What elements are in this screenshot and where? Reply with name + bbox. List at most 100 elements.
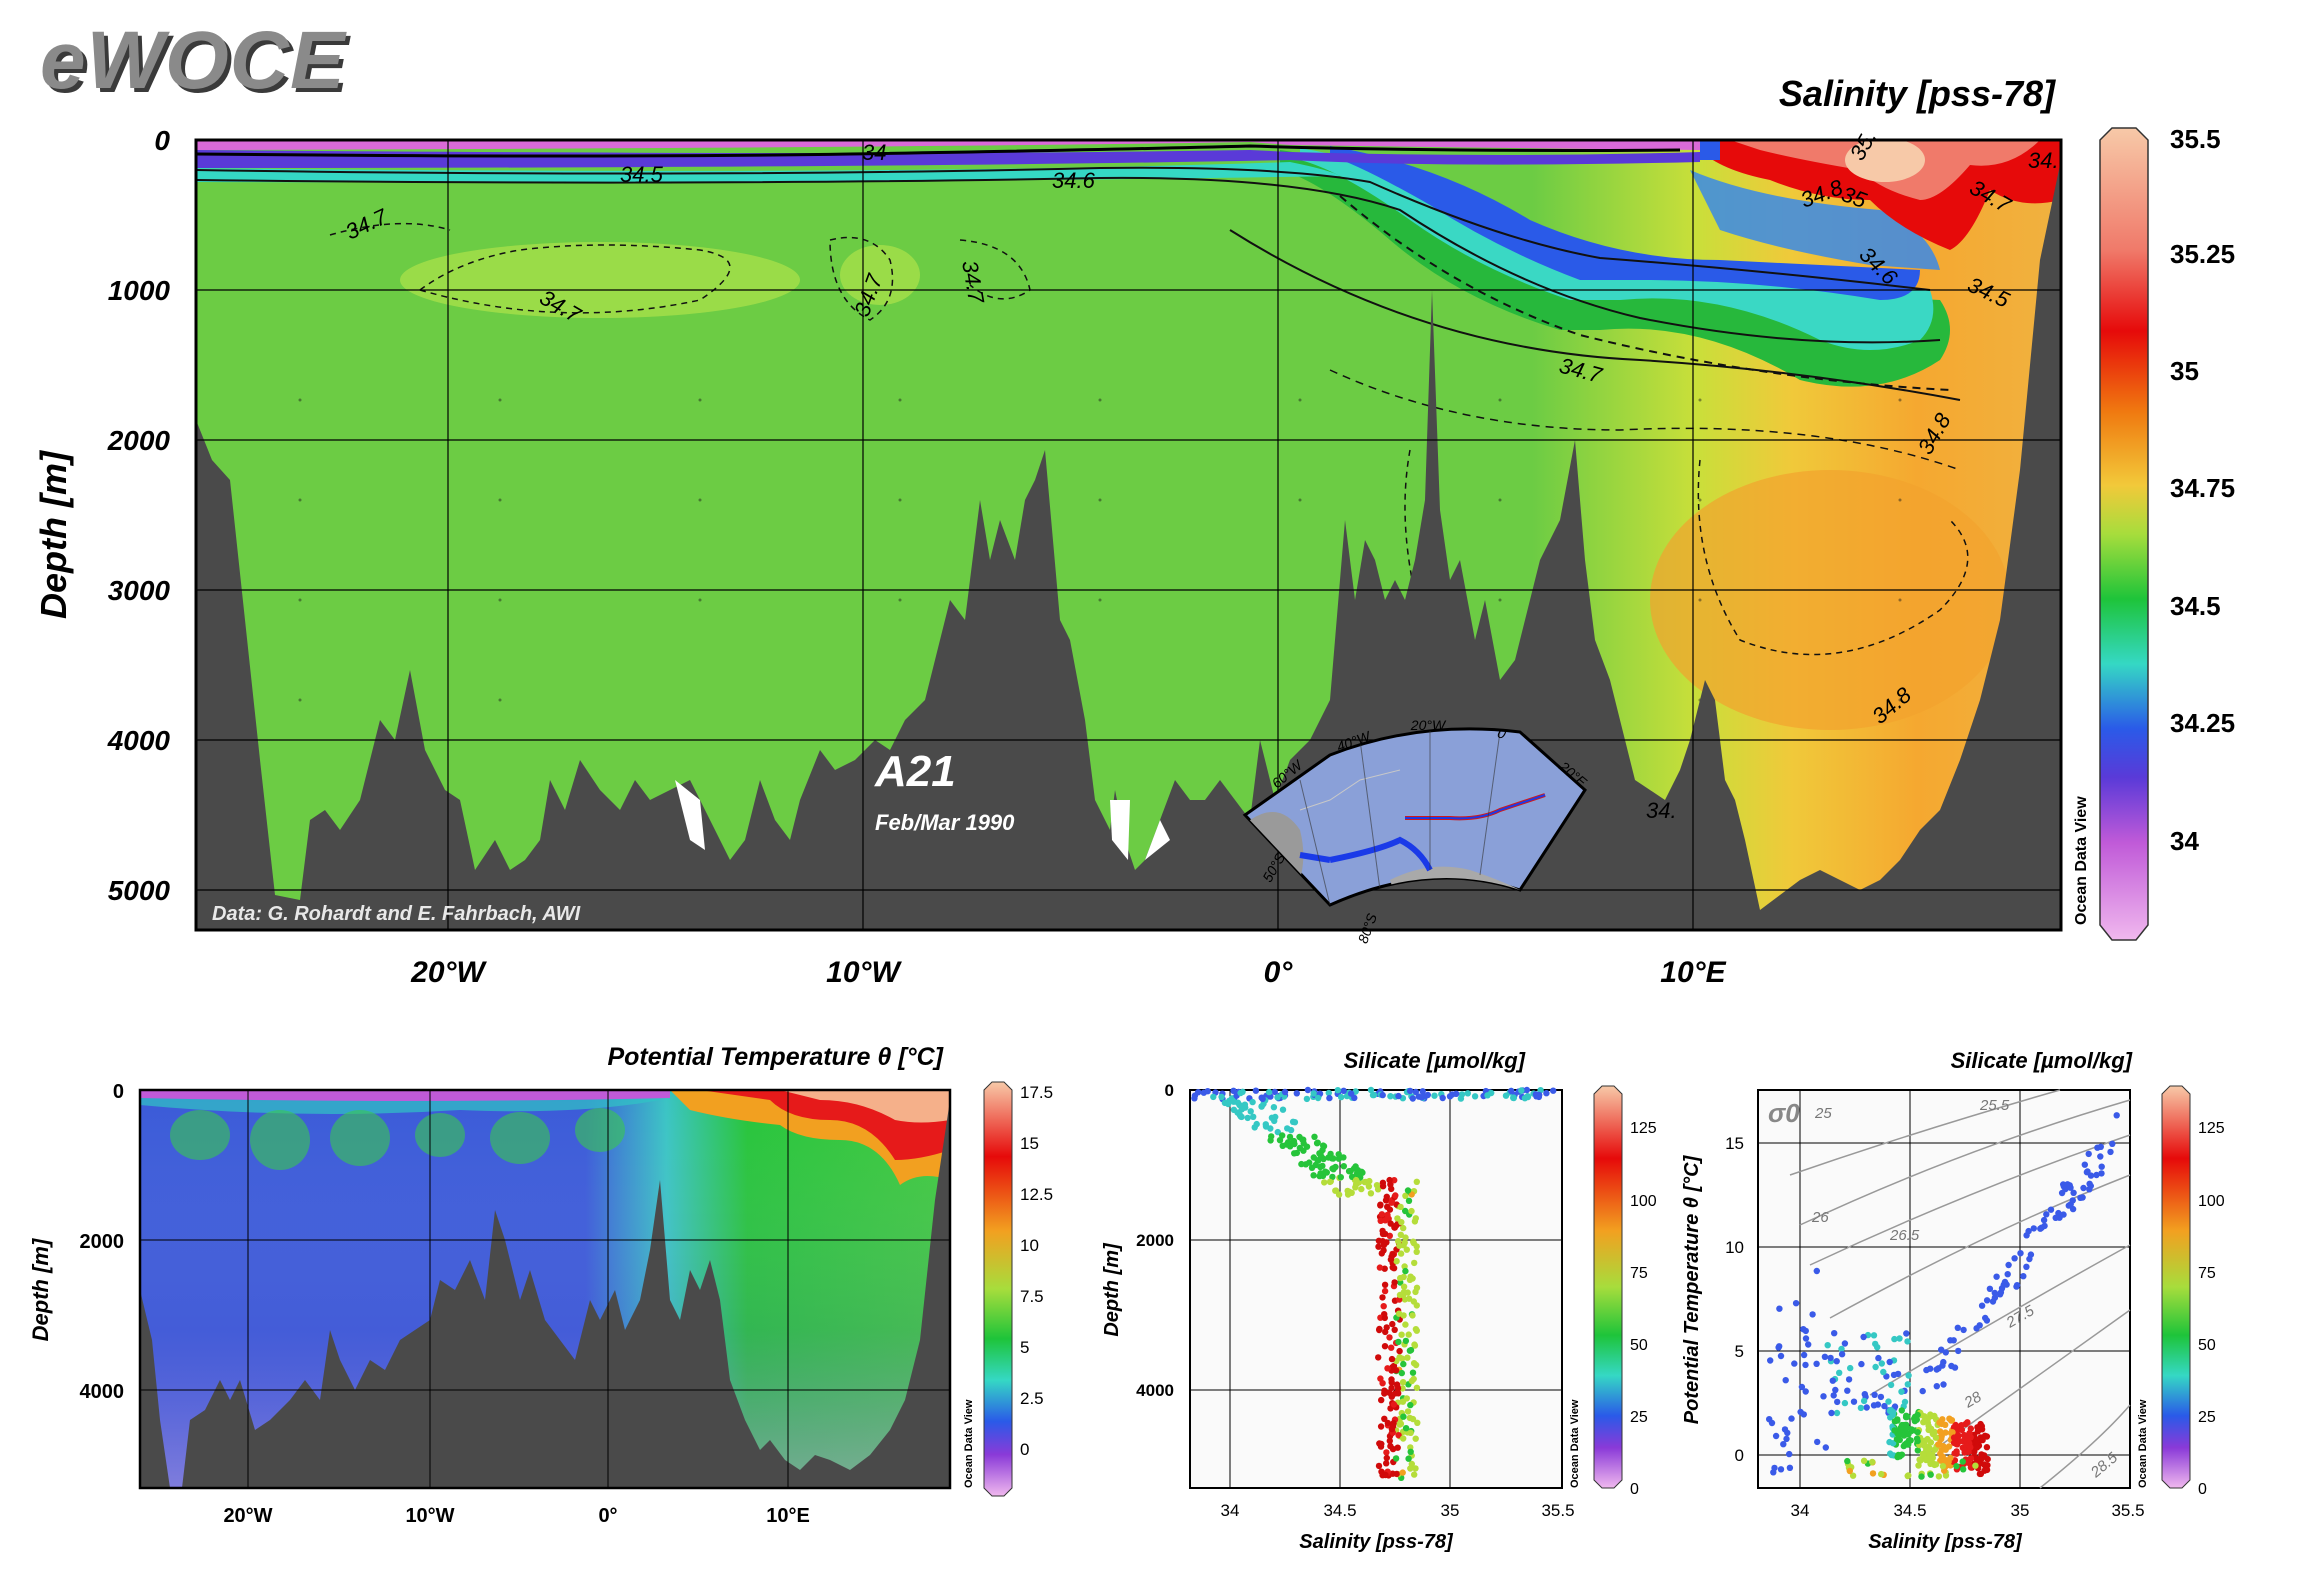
scatter-point	[1936, 1419, 1943, 1426]
scatter-point	[1956, 1438, 1963, 1445]
scatter-point	[1978, 1451, 1985, 1458]
scatter-point	[1937, 1428, 1944, 1435]
salinity-title: Salinity [pss-78]	[1779, 73, 2056, 114]
scatter-point	[1388, 1344, 1395, 1351]
scatter-point	[1857, 1404, 1865, 1412]
scatter-point	[1894, 1417, 1901, 1424]
scatter-point	[1947, 1337, 1954, 1344]
scatter-point	[1947, 1429, 1955, 1437]
scatter-point	[1786, 1464, 1794, 1472]
scatter-point	[1392, 1222, 1400, 1229]
scatter-point	[1387, 1093, 1394, 1100]
scatter-point	[1230, 1087, 1237, 1095]
scatter-point	[1406, 1276, 1414, 1284]
scatter-point	[1772, 1432, 1780, 1440]
scatter-point	[1407, 1346, 1415, 1354]
scatter-point	[2081, 1161, 2088, 1168]
scatter-point	[1844, 1457, 1851, 1465]
scatter-point	[1236, 1112, 1244, 1119]
scatter-point	[1904, 1338, 1911, 1345]
scatter-point	[1409, 1415, 1417, 1423]
sal-depth-title: Silicate [µmol/kg]	[1344, 1048, 1526, 1073]
scatter-point	[1383, 1454, 1391, 1462]
scatter-point	[1983, 1444, 1991, 1451]
scatter-point	[1290, 1137, 1298, 1145]
scatter-point	[1880, 1368, 1887, 1376]
salinity-ylabel: Depth [m]	[33, 450, 74, 619]
temperature-yticks: 0 2000 4000	[80, 1081, 125, 1403]
scatter-point	[1524, 1093, 1532, 1101]
scatter-point	[1550, 1087, 1557, 1094]
colorbar-tick: 25	[1630, 1409, 1648, 1426]
scatter-point	[1391, 1326, 1398, 1334]
sal-depth-xlabel: Salinity [pss-78]	[1299, 1531, 1454, 1553]
scatter-point	[1274, 1094, 1281, 1101]
xtick-label: 0°	[1264, 956, 1294, 989]
scatter-point	[1413, 1178, 1421, 1186]
scatter-point	[2017, 1250, 2024, 1257]
scatter-point	[1946, 1415, 1953, 1422]
xtick-label: 35.5	[2111, 1501, 2144, 1520]
colorbar-tick: 35.25	[2170, 239, 2235, 269]
scatter-point	[1347, 1090, 1355, 1097]
scatter-point	[1411, 1471, 1418, 1478]
scatter-point	[1210, 1093, 1217, 1101]
colorbar-tick: 50	[1630, 1337, 1648, 1354]
xtick-label: 10°E	[1660, 956, 1726, 989]
scatter-point	[1986, 1285, 1994, 1293]
scatter-point	[1945, 1443, 1953, 1450]
scatter-point	[1875, 1354, 1882, 1362]
scatter-point	[1413, 1248, 1420, 1256]
salinity-field	[196, 140, 2061, 930]
scatter-point	[1979, 1436, 1986, 1444]
scatter-point	[1384, 1419, 1392, 1427]
ewoce-logo: eWOCE	[40, 15, 346, 106]
scatter-point	[2040, 1216, 2048, 1224]
scatter-point	[1870, 1332, 1878, 1339]
ytick-label: 4000	[80, 1381, 125, 1403]
scatter-point	[1378, 1211, 1386, 1218]
scatter-point	[1397, 1203, 1404, 1211]
scatter-point	[1314, 1094, 1322, 1102]
scatter-point	[1381, 1314, 1389, 1322]
scatter-point	[1397, 1231, 1405, 1239]
scatter-point	[1329, 1173, 1336, 1181]
scatter-point	[1396, 1347, 1403, 1355]
scatter-point	[1973, 1437, 1980, 1445]
scatter-point	[2013, 1282, 2021, 1289]
scatter-point	[1330, 1155, 1337, 1162]
scatter-point	[1375, 1462, 1383, 1470]
scatter-point	[1400, 1224, 1407, 1232]
colorbar-tick: 34	[2170, 826, 2199, 856]
scatter-point	[1393, 1258, 1400, 1265]
scatter-point	[1767, 1357, 1774, 1364]
scatter-point	[1381, 1281, 1389, 1289]
scatter-point	[1898, 1407, 1906, 1414]
scatter-point	[1791, 1360, 1798, 1367]
scatter-point	[1377, 1423, 1385, 1430]
sal-depth-points	[1191, 1086, 1557, 1482]
scatter-point	[1776, 1305, 1783, 1312]
scatter-point	[1265, 1088, 1273, 1096]
scatter-point	[1980, 1461, 1988, 1468]
scatter-point	[1399, 1379, 1407, 1386]
scatter-point	[1381, 1343, 1389, 1350]
xtick-label: 34	[1221, 1501, 1240, 1520]
scatter-point	[1439, 1094, 1446, 1102]
scatter-point	[1402, 1321, 1409, 1328]
scatter-point	[1405, 1455, 1412, 1462]
scatter-point	[2094, 1144, 2101, 1151]
scatter-point	[1366, 1177, 1373, 1185]
scatter-point	[1800, 1351, 1808, 1359]
scatter-point	[1878, 1470, 1885, 1478]
scatter-point	[1375, 1354, 1382, 1361]
scatter-point	[1832, 1386, 1839, 1394]
colorbar-tick: 50	[2198, 1337, 2216, 1354]
ts-points	[1766, 1112, 2120, 1480]
colorbar-tick: 10	[1020, 1236, 1039, 1255]
scatter-point	[1822, 1444, 1830, 1451]
scatter-point	[1365, 1183, 1373, 1190]
scatter-point	[1353, 1170, 1361, 1177]
scatter-point	[1776, 1343, 1783, 1350]
